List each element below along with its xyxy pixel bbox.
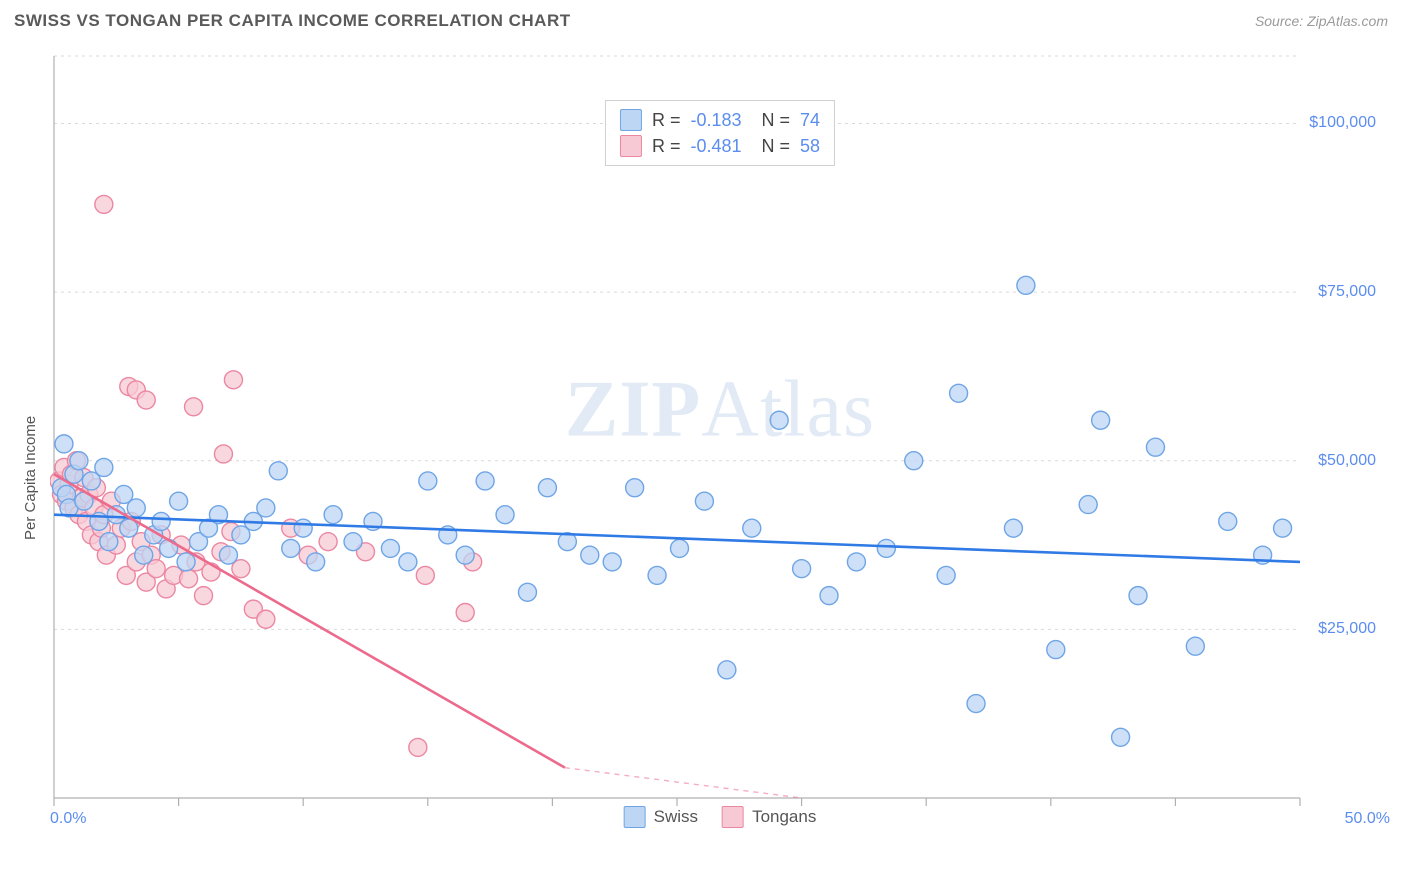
legend-swatch-swiss-bottom [624, 806, 646, 828]
legend-item-tongans: Tongans [722, 806, 816, 828]
n-value-tongans: 58 [800, 136, 820, 157]
y-tick-label: $100,000 [1309, 114, 1376, 132]
header-bar: SWISS VS TONGAN PER CAPITA INCOME CORREL… [0, 0, 1406, 42]
x-max-label: 50.0% [1345, 810, 1390, 828]
legend-swatch-tongans-bottom [722, 806, 744, 828]
y-tick-label: $75,000 [1318, 283, 1376, 301]
chart-area: ZIPAtlas R = -0.183 N = 74 R = -0.481 N … [50, 48, 1390, 834]
y-tick-label: $50,000 [1318, 452, 1376, 470]
n-value-swiss: 74 [800, 110, 820, 131]
r-value-swiss: -0.183 [690, 110, 741, 131]
legend-stats-box: R = -0.183 N = 74 R = -0.481 N = 58 [605, 100, 835, 166]
legend-stats-row-swiss: R = -0.183 N = 74 [620, 107, 820, 133]
legend-label-tongans: Tongans [752, 807, 816, 827]
y-axis-label: Per Capita Income [22, 416, 39, 540]
legend-swatch-tongans [620, 135, 642, 157]
x-min-label: 0.0% [50, 810, 86, 828]
legend-stats-row-tongans: R = -0.481 N = 58 [620, 133, 820, 159]
y-tick-label: $25,000 [1318, 620, 1376, 638]
chart-title: SWISS VS TONGAN PER CAPITA INCOME CORREL… [14, 11, 571, 31]
source-label: Source: ZipAtlas.com [1255, 13, 1388, 29]
r-value-tongans: -0.481 [690, 136, 741, 157]
legend-swatch-swiss [620, 109, 642, 131]
legend-label-swiss: Swiss [654, 807, 698, 827]
legend-item-swiss: Swiss [624, 806, 698, 828]
legend-bottom: Swiss Tongans [624, 806, 817, 828]
